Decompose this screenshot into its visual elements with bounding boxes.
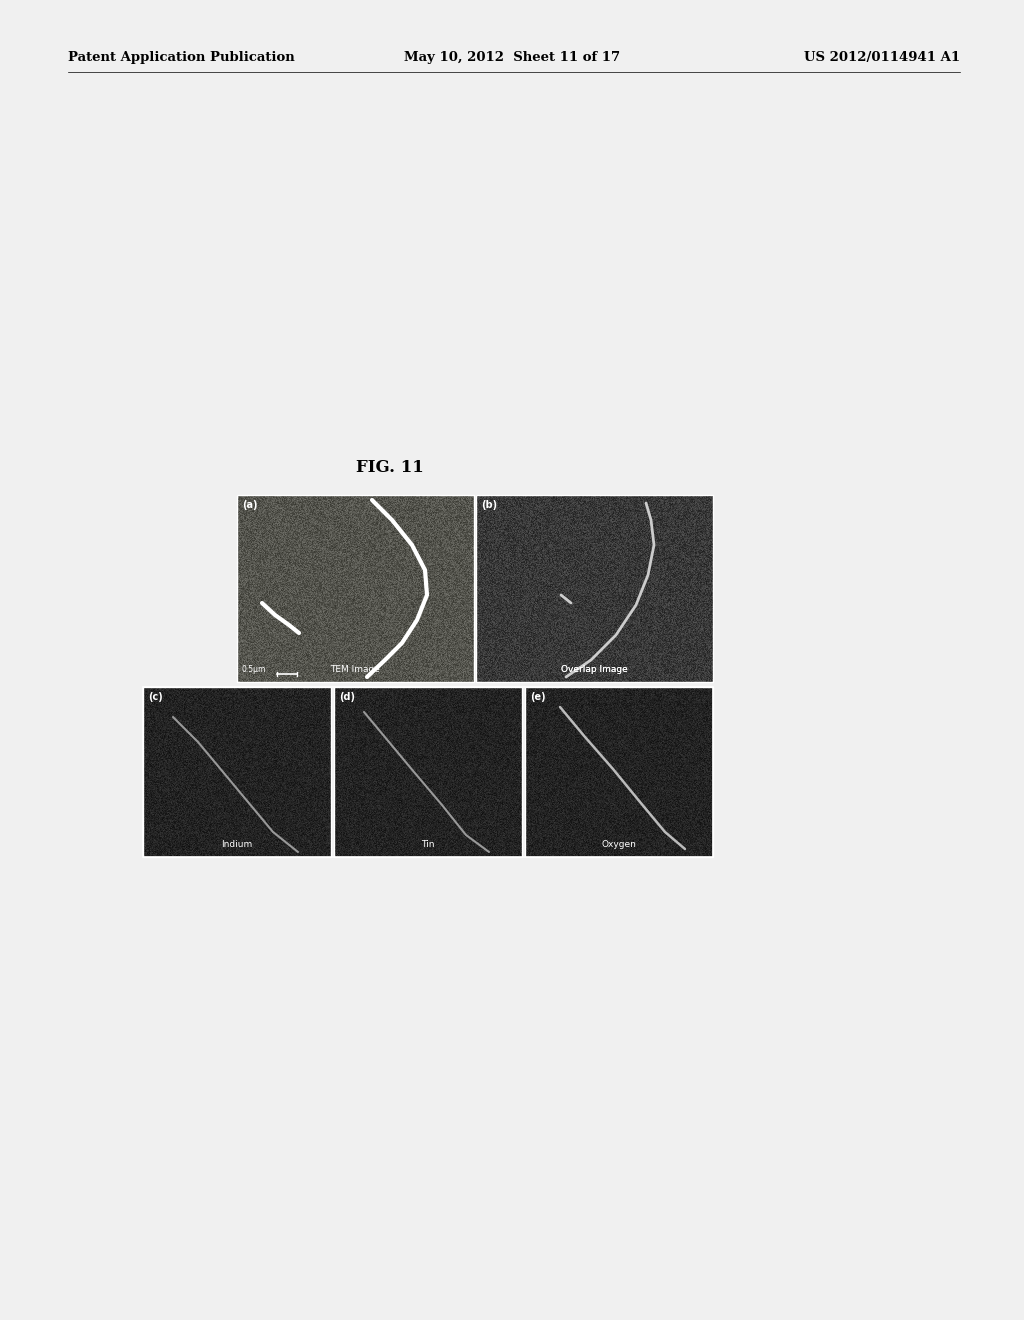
Text: TEM Image: TEM Image: [331, 665, 381, 675]
Bar: [143, 686, 331, 857]
Bar: [525, 686, 713, 857]
Bar: [143, 686, 331, 857]
Text: (d): (d): [339, 692, 355, 702]
Text: Overlap Image: Overlap Image: [561, 665, 628, 675]
Text: (a): (a): [242, 500, 257, 510]
Bar: [334, 686, 522, 857]
Bar: [237, 495, 474, 682]
Text: (c): (c): [148, 692, 163, 702]
Bar: [237, 495, 474, 682]
Text: Patent Application Publication: Patent Application Publication: [68, 50, 295, 63]
Text: May 10, 2012  Sheet 11 of 17: May 10, 2012 Sheet 11 of 17: [403, 50, 621, 63]
Bar: [476, 495, 713, 682]
Text: Oxygen: Oxygen: [601, 840, 637, 849]
Text: Overlap Image: Overlap Image: [561, 665, 628, 675]
Bar: [334, 686, 522, 857]
Text: Indium: Indium: [221, 840, 253, 849]
Bar: [525, 686, 713, 857]
Text: FIG. 11: FIG. 11: [356, 459, 424, 477]
Bar: [476, 495, 713, 682]
Text: (e): (e): [530, 692, 546, 702]
Bar: [143, 686, 713, 857]
Text: (b): (b): [481, 500, 497, 510]
Text: Tin: Tin: [421, 840, 435, 849]
Text: 0.5μm: 0.5μm: [242, 665, 266, 675]
Text: US 2012/0114941 A1: US 2012/0114941 A1: [804, 50, 961, 63]
